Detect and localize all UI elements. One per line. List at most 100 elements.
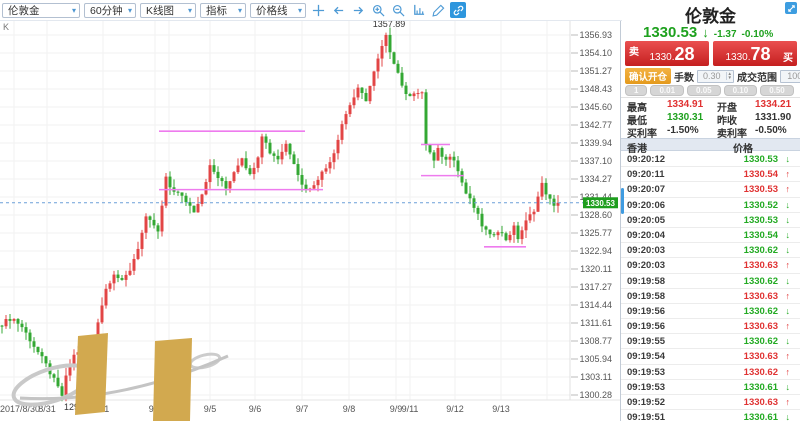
axis-icon[interactable] <box>410 2 426 18</box>
quote-time: 09:19:51 <box>627 412 666 421</box>
up-arrow-icon: ↑ <box>785 290 791 301</box>
svg-text:1328.60: 1328.60 <box>579 210 612 220</box>
sell-button[interactable]: 卖 1330.28 <box>625 41 709 66</box>
quote-row: 09:20:04 1330.54 ↓ <box>621 228 800 244</box>
quote-time: 09:19:52 <box>627 397 666 408</box>
lot-chip[interactable]: 0.50 <box>760 85 794 96</box>
quote-time: 09:20:03 <box>627 245 666 257</box>
svg-text:9/1: 9/1 <box>97 404 110 414</box>
quote-price: 1330.61 <box>743 412 778 421</box>
lot-chip[interactable]: 0.01 <box>650 85 685 96</box>
down-arrow-icon: ↓ <box>785 275 791 286</box>
draw-pencil-icon[interactable] <box>430 2 446 18</box>
svg-text:1330.53: 1330.53 <box>586 199 615 208</box>
svg-text:1339.94: 1339.94 <box>579 138 612 148</box>
buy-price-big: 78 <box>750 44 771 64</box>
arrow-left-icon[interactable] <box>330 2 346 18</box>
zoom-out-icon[interactable] <box>390 2 406 18</box>
svg-text:8/31: 8/31 <box>38 404 56 414</box>
chevron-down-icon: ▾ <box>71 5 76 15</box>
quote-time: 09:19:56 <box>627 321 666 333</box>
quote-row: 09:19:54 1330.63 ↑ <box>621 349 800 365</box>
lot-chip[interactable]: 0.05 <box>687 85 721 96</box>
up-arrow-icon: ↑ <box>785 351 791 362</box>
zoom-in-icon[interactable] <box>370 2 386 18</box>
symbol-select[interactable]: 伦敦金 ▾ <box>2 2 80 18</box>
down-arrow-icon: ↓ <box>785 214 791 225</box>
stat-label: 开盘 <box>717 103 737 114</box>
lots-input[interactable]: 0.30 ▲ ▼ <box>697 69 735 83</box>
up-arrow-icon: ↑ <box>785 260 791 271</box>
quote-price: 1330.62 <box>743 305 778 317</box>
quote-row: 09:19:56 1330.63 ↑ <box>621 319 800 335</box>
stepper-arrows-icon[interactable]: ▲ ▼ <box>725 71 733 80</box>
down-arrow-icon: ↓ <box>785 154 791 164</box>
stat-value: 1334.21 <box>755 99 792 110</box>
buy-button[interactable]: 1330.78 买 <box>713 41 797 66</box>
buy-price-main: 1330. <box>725 52 751 63</box>
svg-text:1320.11: 1320.11 <box>580 264 612 274</box>
quote-time: 09:20:12 <box>627 154 666 165</box>
quote-time: 09:20:04 <box>627 229 666 241</box>
quote-time: 09:20:06 <box>627 199 666 211</box>
svg-text:1348.43: 1348.43 <box>579 84 612 94</box>
instrument-title: 伦敦金 <box>685 7 736 26</box>
chart-type-select[interactable]: K线图 ▾ <box>140 2 196 18</box>
down-arrow-icon: ↓ <box>785 245 791 256</box>
quote-time: 09:19:53 <box>627 366 666 378</box>
quote-time: 09:20:03 <box>627 260 666 272</box>
lot-preset-chips: 1 0.01 0.05 0.10 0.50 <box>625 85 794 96</box>
quote-row: 09:20:03 1330.63 ↑ <box>621 258 800 274</box>
lot-chip[interactable]: 1 <box>625 85 648 96</box>
lots-label: 手数 <box>674 72 695 84</box>
period-select[interactable]: 60分钟 ▾ <box>84 2 136 18</box>
quote-price: 1330.63 <box>743 397 778 408</box>
arrow-right-icon[interactable] <box>350 2 366 18</box>
indicator-select[interactable]: 指标 ▾ <box>200 2 246 18</box>
svg-text:9/7: 9/7 <box>296 404 309 414</box>
quote-row: 09:20:05 1330.53 ↓ <box>621 213 800 228</box>
svg-text:1351.27: 1351.27 <box>579 66 612 76</box>
price-change: -1.37 <box>713 29 737 40</box>
quote-time: 09:19:58 <box>627 290 666 302</box>
quote-time: 09:19:58 <box>627 275 666 287</box>
order-settings-row: 确认开仓 手数 0.30 ▲▼ 成交范围 100 ▲▼ <box>625 68 800 84</box>
up-arrow-icon: ↑ <box>785 184 791 195</box>
crosshair-icon[interactable] <box>310 2 326 18</box>
lot-chip[interactable]: 0.10 <box>723 85 758 96</box>
quote-time: 09:20:07 <box>627 184 666 196</box>
svg-text:1314.44: 1314.44 <box>579 300 612 310</box>
price-down-arrow-icon: ↓ <box>702 25 709 40</box>
scrollbar-thumb[interactable] <box>621 188 624 214</box>
svg-text:1325.77: 1325.77 <box>579 228 612 238</box>
current-price: 1330.53 <box>643 24 698 41</box>
quote-time: 09:19:56 <box>627 305 666 317</box>
expand-icon[interactable] <box>785 2 797 14</box>
quote-row: 09:20:11 1330.54 ↑ <box>621 167 800 183</box>
svg-text:9/5: 9/5 <box>204 404 217 414</box>
quote-price: 1330.53 <box>743 154 778 165</box>
quote-row: 09:19:58 1330.63 ↑ <box>621 289 800 304</box>
buy-label: 买 <box>783 53 793 64</box>
link-icon[interactable] <box>450 2 466 18</box>
down-arrow-icon: ↓ <box>785 229 791 240</box>
svg-text:1298.40: 1298.40 <box>64 402 97 412</box>
stat-value: -0.50% <box>755 125 787 136</box>
priceline-select[interactable]: 价格线 ▾ <box>250 2 306 18</box>
chevron-down-icon: ▾ <box>297 5 302 15</box>
up-arrow-icon: ↑ <box>785 366 791 377</box>
stat-value: -1.50% <box>667 125 699 136</box>
svg-text:9/9: 9/9 <box>390 404 403 414</box>
confirm-open-button[interactable]: 确认开仓 <box>625 68 672 84</box>
quote-price: 1330.63 <box>743 290 778 302</box>
down-arrow-icon: ↓ <box>785 412 791 421</box>
svg-text:1300.28: 1300.28 <box>579 390 612 400</box>
quote-price: 1330.53 <box>743 214 778 226</box>
down-arrow-icon: ↓ <box>785 305 791 316</box>
candlestick-chart[interactable]: 1356.93 1354.10 1351.27 1348.43 1345.60 1342.… <box>0 0 620 421</box>
stats-row: 买利率 -1.50% 卖利率 -0.50% <box>621 124 800 140</box>
chevron-down-icon: ▾ <box>187 5 192 15</box>
quote-price: 1330.62 <box>743 366 778 378</box>
range-input[interactable]: 100 ▲▼ <box>780 69 800 83</box>
stat-value: 1334.91 <box>667 99 704 110</box>
